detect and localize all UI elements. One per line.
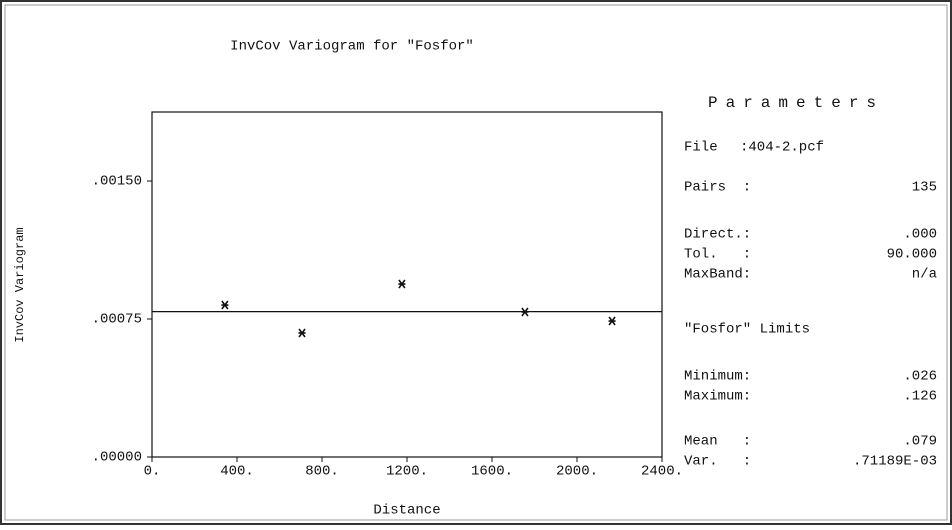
param-value: .079 xyxy=(903,434,937,450)
param-label: Maximum: xyxy=(684,389,751,405)
frame-inner xyxy=(4,4,948,521)
param-value: .026 xyxy=(903,369,937,385)
y-tick-label: .00075 xyxy=(92,312,142,328)
param-value: 90.000 xyxy=(887,247,937,263)
x-tick-label: 2400. xyxy=(641,464,683,480)
param-label: Pairs : xyxy=(684,180,751,196)
param-label: Tol. : xyxy=(684,247,751,263)
point xyxy=(298,328,306,338)
point xyxy=(521,307,529,317)
param-label: Var. : xyxy=(684,454,751,470)
x-axis-label: Distance xyxy=(373,503,440,519)
param-label: Mean : xyxy=(684,434,751,450)
x-tick-label: 2000. xyxy=(556,464,598,480)
param-value: n/a xyxy=(912,267,937,283)
chart-title: InvCov Variogram for "Fosfor" xyxy=(230,39,474,55)
x-tick-label: 1600. xyxy=(471,464,513,480)
param-value: .71189E-03 xyxy=(853,454,937,470)
x-tick-label: 800. xyxy=(305,464,339,480)
point xyxy=(398,279,406,289)
x-tick-label: 400. xyxy=(220,464,254,480)
y-tick-label: .00000 xyxy=(92,450,142,466)
plot-frame xyxy=(151,111,663,458)
param-value: .126 xyxy=(903,389,937,405)
y-axis-label: InvCov Variogram xyxy=(13,227,27,342)
y-tick-label: .00150 xyxy=(92,174,142,190)
point xyxy=(221,300,229,310)
param-label: Direct.: xyxy=(684,227,751,243)
point xyxy=(608,316,616,326)
x-tick-label: 0. xyxy=(144,464,161,480)
param-value: .000 xyxy=(903,227,937,243)
param-label: MaxBand: xyxy=(684,267,751,283)
x-tick-label: 1200. xyxy=(386,464,428,480)
param-label: Minimum: xyxy=(684,369,751,385)
param-value: 135 xyxy=(912,180,937,196)
param-label: "Fosfor" Limits xyxy=(684,322,810,338)
param-label: File xyxy=(684,140,718,156)
param-value: :404-2.pcf xyxy=(740,140,824,156)
panel-title: Parameters xyxy=(708,94,884,112)
